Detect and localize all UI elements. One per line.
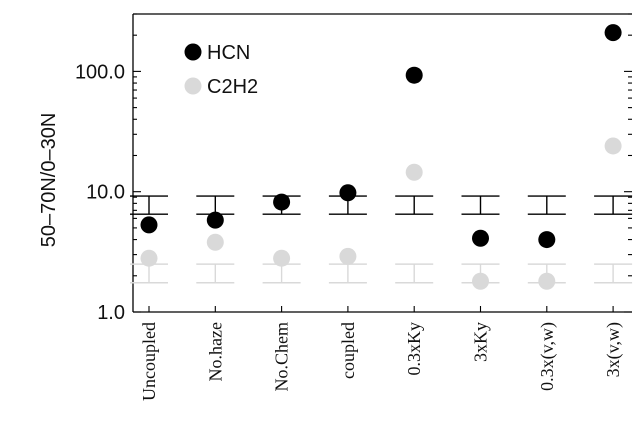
y-tick-label: 100.0 [75,61,125,83]
data-point-c2h2 [206,233,224,251]
legend-marker-hcn [184,43,202,61]
x-tick-label: 0.3xKy [404,322,424,376]
data-point-c2h2 [604,137,622,155]
data-point-hcn [206,211,224,229]
x-tick-label: 0.3x(v,w) [537,322,558,391]
legend-label-hcn: HCN [207,42,250,64]
y-axis-label: 50–70N/0–30N [38,113,60,248]
error-bars [130,195,633,284]
x-tick-label: 3xKy [471,322,491,362]
x-ticks: Uncoupled No.haze No.Chem coupled 0.3xKy 3xKy… [139,306,624,401]
data-point-hcn [339,184,357,202]
legend: HCN C2H2 [184,42,258,98]
data-point-hcn [140,216,158,234]
y-tick-label: 1.0 [97,302,125,324]
data-point-c2h2 [538,272,556,290]
data-point-hcn [538,231,556,249]
data-points [140,24,622,290]
x-tick-label: coupled [338,322,358,379]
legend-marker-c2h2 [184,77,202,95]
data-point-hcn [604,24,622,42]
data-point-hcn [405,66,423,84]
data-point-c2h2 [140,249,158,267]
x-tick-label: Uncoupled [139,322,159,401]
data-point-hcn [472,229,489,247]
data-point-c2h2 [273,249,291,267]
data-point-c2h2 [339,247,357,265]
axes [132,13,632,313]
y-tick-label: 10.0 [86,182,125,204]
data-point-hcn [273,193,291,211]
x-tick-label: No.Chem [272,322,292,392]
data-point-c2h2 [472,272,489,290]
x-tick-label: No.haze [205,322,225,381]
y-ticks: 1.0 10.0 100.0 [75,13,632,324]
x-tick-label: 3x(v,w) [603,322,624,377]
data-point-c2h2 [405,163,423,181]
legend-label-c2h2: C2H2 [207,76,258,98]
